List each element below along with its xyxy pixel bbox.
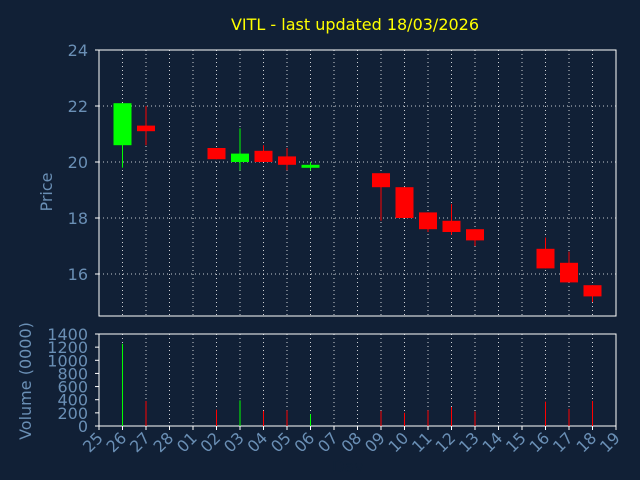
price-tick-label: 18	[68, 209, 88, 228]
candle-body	[137, 125, 155, 132]
candle-body	[536, 248, 555, 269]
candle-body	[466, 229, 484, 241]
price-tick-label: 20	[68, 153, 88, 172]
candle-body	[301, 164, 320, 168]
price-tick-label: 24	[68, 41, 88, 60]
price-tick-label: 16	[68, 265, 88, 284]
candle-body	[442, 220, 461, 232]
volume-tick-label: 400	[57, 391, 88, 410]
volume-tick-label: 200	[57, 404, 88, 423]
price-axis-label: Price	[37, 172, 56, 211]
volume-tick-label: 1200	[47, 338, 88, 357]
volume-tick-label: 0	[78, 417, 88, 436]
volume-axis-label: Volume (0000)	[16, 322, 35, 440]
volume-bars	[122, 343, 593, 426]
volume-tick-label: 800	[57, 364, 88, 383]
candle-body	[278, 156, 296, 165]
candle-body	[231, 153, 249, 162]
x-axis-label: Day	[332, 457, 364, 476]
price-tick-label: 22	[68, 97, 88, 116]
candle-body	[419, 212, 437, 230]
candle-body	[207, 148, 226, 160]
candle-body	[395, 187, 414, 218]
candle-body	[583, 285, 602, 297]
candle-body	[560, 262, 578, 283]
candle-body	[372, 173, 390, 188]
chart-title: VITL - last updated 18/03/2026	[231, 15, 479, 34]
price-tick-labels: 16 18 20 22 24	[68, 41, 99, 284]
candle-body	[254, 150, 273, 162]
volume-tick-label: 1000	[47, 351, 88, 370]
candles	[113, 103, 602, 302]
volume-tick-label: 1400	[47, 325, 88, 344]
volume-tick-label: 600	[57, 378, 88, 397]
candle-body	[113, 103, 132, 146]
